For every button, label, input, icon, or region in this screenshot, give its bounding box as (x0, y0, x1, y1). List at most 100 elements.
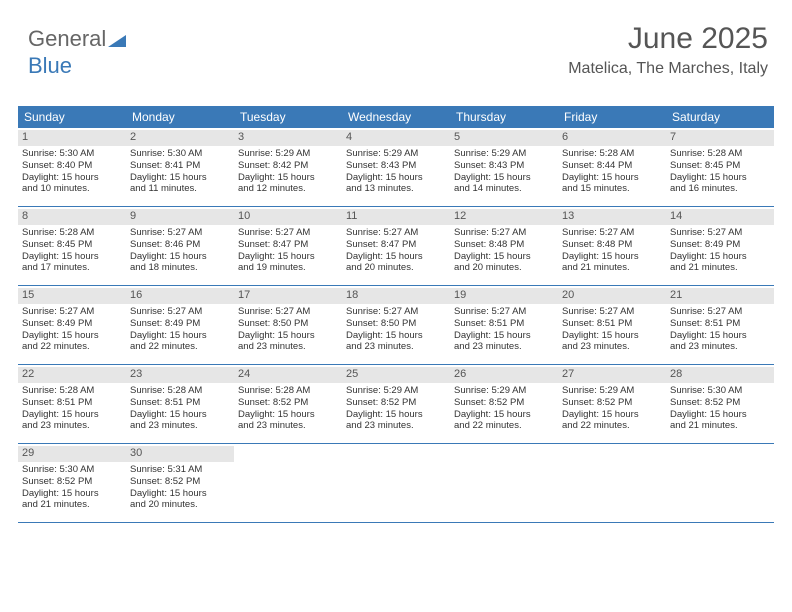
daylight-text-2: and 21 minutes. (670, 420, 770, 432)
daylight-text-1: Daylight: 15 hours (346, 330, 446, 342)
day-cell: 14Sunrise: 5:27 AMSunset: 8:49 PMDayligh… (666, 207, 774, 285)
sunset-text: Sunset: 8:43 PM (346, 160, 446, 172)
daylight-text-2: and 17 minutes. (22, 262, 122, 274)
sunrise-text: Sunrise: 5:27 AM (346, 306, 446, 318)
sunrise-text: Sunrise: 5:30 AM (22, 464, 122, 476)
month-title: June 2025 (568, 22, 768, 56)
sunset-text: Sunset: 8:40 PM (22, 160, 122, 172)
sunset-text: Sunset: 8:51 PM (670, 318, 770, 330)
day-number: 3 (234, 130, 342, 146)
day-number: 15 (18, 288, 126, 304)
day-number: 10 (234, 209, 342, 225)
daylight-text-1: Daylight: 15 hours (346, 172, 446, 184)
logo-text-2: Blue (28, 53, 72, 78)
logo-triangle-icon (108, 27, 126, 53)
daylight-text-2: and 23 minutes. (130, 420, 230, 432)
day-cell: 11Sunrise: 5:27 AMSunset: 8:47 PMDayligh… (342, 207, 450, 285)
daylight-text-1: Daylight: 15 hours (454, 251, 554, 263)
sunrise-text: Sunrise: 5:27 AM (562, 227, 662, 239)
daylight-text-1: Daylight: 15 hours (130, 172, 230, 184)
day-cell: 16Sunrise: 5:27 AMSunset: 8:49 PMDayligh… (126, 286, 234, 364)
day-number: 14 (666, 209, 774, 225)
daylight-text-2: and 20 minutes. (454, 262, 554, 274)
day-cell: 22Sunrise: 5:28 AMSunset: 8:51 PMDayligh… (18, 365, 126, 443)
sunrise-text: Sunrise: 5:28 AM (238, 385, 338, 397)
daylight-text-2: and 23 minutes. (562, 341, 662, 353)
daylight-text-1: Daylight: 15 hours (22, 330, 122, 342)
weekday-header-row: SundayMondayTuesdayWednesdayThursdayFrid… (18, 106, 774, 128)
daylight-text-1: Daylight: 15 hours (562, 172, 662, 184)
sunset-text: Sunset: 8:52 PM (670, 397, 770, 409)
daylight-text-1: Daylight: 15 hours (130, 488, 230, 500)
week-row: 15Sunrise: 5:27 AMSunset: 8:49 PMDayligh… (18, 286, 774, 365)
sunrise-text: Sunrise: 5:27 AM (346, 227, 446, 239)
daylight-text-1: Daylight: 15 hours (670, 330, 770, 342)
day-number: 19 (450, 288, 558, 304)
daylight-text-1: Daylight: 15 hours (22, 172, 122, 184)
day-number: 21 (666, 288, 774, 304)
daylight-text-2: and 16 minutes. (670, 183, 770, 195)
day-cell: . (558, 444, 666, 522)
day-cell: 13Sunrise: 5:27 AMSunset: 8:48 PMDayligh… (558, 207, 666, 285)
daylight-text-2: and 23 minutes. (454, 341, 554, 353)
sunrise-text: Sunrise: 5:28 AM (562, 148, 662, 160)
day-cell: 23Sunrise: 5:28 AMSunset: 8:51 PMDayligh… (126, 365, 234, 443)
sunrise-text: Sunrise: 5:30 AM (670, 385, 770, 397)
week-row: 1Sunrise: 5:30 AMSunset: 8:40 PMDaylight… (18, 128, 774, 207)
daylight-text-2: and 21 minutes. (22, 499, 122, 511)
daylight-text-2: and 19 minutes. (238, 262, 338, 274)
weekday-header-cell: Friday (558, 106, 666, 128)
header: June 2025 Matelica, The Marches, Italy (568, 22, 768, 78)
daylight-text-2: and 23 minutes. (346, 420, 446, 432)
daylight-text-1: Daylight: 15 hours (130, 330, 230, 342)
sunrise-text: Sunrise: 5:30 AM (22, 148, 122, 160)
daylight-text-1: Daylight: 15 hours (22, 251, 122, 263)
weekday-header-cell: Sunday (18, 106, 126, 128)
daylight-text-1: Daylight: 15 hours (562, 409, 662, 421)
daylight-text-1: Daylight: 15 hours (670, 172, 770, 184)
day-cell: . (342, 444, 450, 522)
day-cell: 26Sunrise: 5:29 AMSunset: 8:52 PMDayligh… (450, 365, 558, 443)
day-cell: 5Sunrise: 5:29 AMSunset: 8:43 PMDaylight… (450, 128, 558, 206)
day-cell: 4Sunrise: 5:29 AMSunset: 8:43 PMDaylight… (342, 128, 450, 206)
day-number: 1 (18, 130, 126, 146)
sunset-text: Sunset: 8:49 PM (130, 318, 230, 330)
daylight-text-2: and 21 minutes. (670, 262, 770, 274)
day-cell: 10Sunrise: 5:27 AMSunset: 8:47 PMDayligh… (234, 207, 342, 285)
sunset-text: Sunset: 8:52 PM (562, 397, 662, 409)
day-cell: 15Sunrise: 5:27 AMSunset: 8:49 PMDayligh… (18, 286, 126, 364)
day-number: 13 (558, 209, 666, 225)
day-cell: 30Sunrise: 5:31 AMSunset: 8:52 PMDayligh… (126, 444, 234, 522)
day-cell: 6Sunrise: 5:28 AMSunset: 8:44 PMDaylight… (558, 128, 666, 206)
weekday-header-cell: Monday (126, 106, 234, 128)
day-cell: 17Sunrise: 5:27 AMSunset: 8:50 PMDayligh… (234, 286, 342, 364)
day-number: 2 (126, 130, 234, 146)
sunrise-text: Sunrise: 5:27 AM (670, 227, 770, 239)
day-number: 4 (342, 130, 450, 146)
day-cell: 2Sunrise: 5:30 AMSunset: 8:41 PMDaylight… (126, 128, 234, 206)
day-cell: 25Sunrise: 5:29 AMSunset: 8:52 PMDayligh… (342, 365, 450, 443)
daylight-text-2: and 23 minutes. (22, 420, 122, 432)
day-cell: 1 Sunrise: 5:30 AMSunset: 8:40 PMDaylight… (18, 128, 126, 206)
day-cell: 21Sunrise: 5:27 AMSunset: 8:51 PMDayligh… (666, 286, 774, 364)
day-cell: 7Sunrise: 5:28 AMSunset: 8:45 PMDaylight… (666, 128, 774, 206)
day-cell: 27Sunrise: 5:29 AMSunset: 8:52 PMDayligh… (558, 365, 666, 443)
day-number: 18 (342, 288, 450, 304)
day-number: 16 (126, 288, 234, 304)
day-cell: 18Sunrise: 5:27 AMSunset: 8:50 PMDayligh… (342, 286, 450, 364)
sunset-text: Sunset: 8:52 PM (346, 397, 446, 409)
sunrise-text: Sunrise: 5:28 AM (22, 227, 122, 239)
sunrise-text: Sunrise: 5:29 AM (454, 385, 554, 397)
daylight-text-2: and 18 minutes. (130, 262, 230, 274)
day-cell: 12Sunrise: 5:27 AMSunset: 8:48 PMDayligh… (450, 207, 558, 285)
daylight-text-2: and 12 minutes. (238, 183, 338, 195)
daylight-text-2: and 21 minutes. (562, 262, 662, 274)
sunset-text: Sunset: 8:52 PM (22, 476, 122, 488)
day-number: 6 (558, 130, 666, 146)
day-number: 25 (342, 367, 450, 383)
sunset-text: Sunset: 8:42 PM (238, 160, 338, 172)
sunrise-text: Sunrise: 5:29 AM (238, 148, 338, 160)
daylight-text-1: Daylight: 15 hours (346, 251, 446, 263)
day-number: 7 (666, 130, 774, 146)
sunrise-text: Sunrise: 5:27 AM (130, 227, 230, 239)
